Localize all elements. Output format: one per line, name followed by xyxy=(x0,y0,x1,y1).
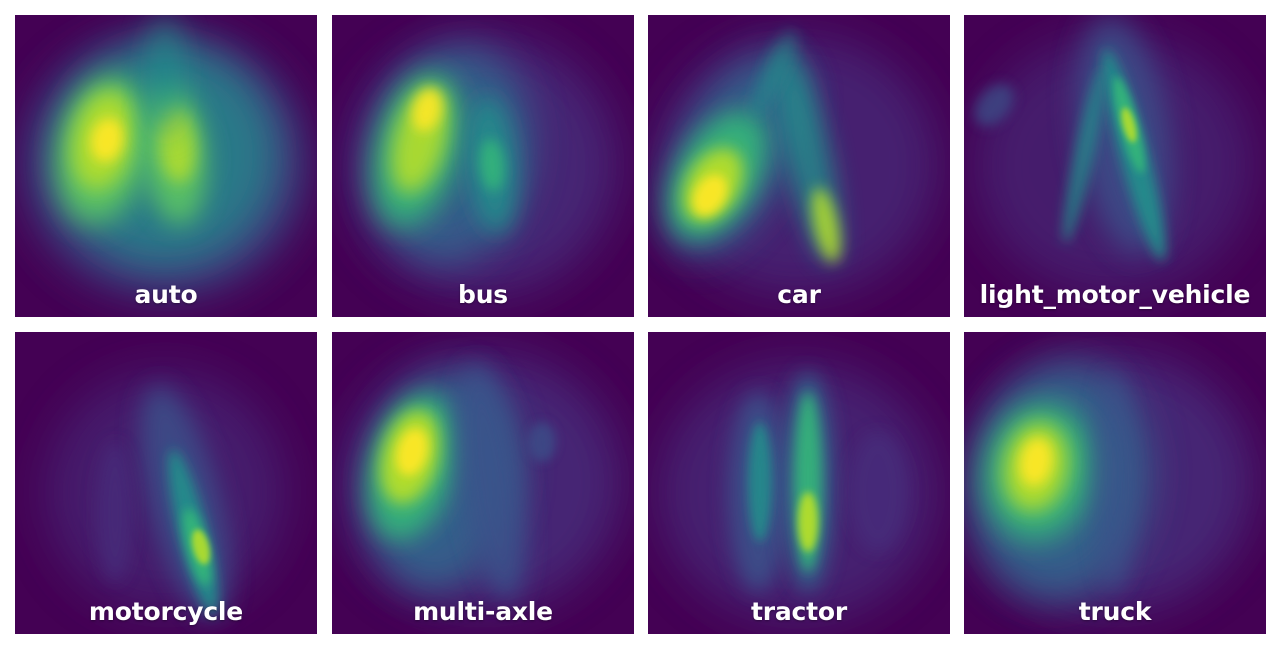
heatmap-image-light-motor-vehicle xyxy=(964,15,1266,317)
heat-region xyxy=(750,29,796,121)
heat-region xyxy=(396,428,428,476)
heat-region xyxy=(1062,66,1106,244)
panel-label-motorcycle: motorcycle xyxy=(88,597,244,626)
heat-region xyxy=(748,422,772,542)
heatmap-image-car xyxy=(648,15,950,317)
heatmap-panel-truck: truck xyxy=(964,332,1266,634)
heat-region xyxy=(811,187,841,263)
heatmap-panel-tractor: tractor xyxy=(648,332,950,634)
heat-region xyxy=(412,88,442,132)
panel-label-tractor: tractor xyxy=(750,597,848,626)
heatmap-image-bus xyxy=(332,15,634,317)
panel-label-car: car xyxy=(777,280,821,309)
heat-region xyxy=(1094,372,1134,592)
heatmap-image-tractor xyxy=(648,332,950,634)
heat-region xyxy=(192,529,210,565)
heatmap-image-truck xyxy=(964,332,1266,634)
heatmap-panel-auto: auto xyxy=(15,15,317,317)
heat-region xyxy=(528,422,556,462)
heatmap-image-auto xyxy=(15,15,317,317)
heat-region xyxy=(692,174,728,216)
heat-region xyxy=(848,432,908,552)
heat-region xyxy=(1019,438,1053,486)
panel-label-multi-axle: multi-axle xyxy=(413,597,553,626)
heatmap-panel-light-motor-vehicle: light_motor_vehicle xyxy=(964,15,1266,317)
heat-region xyxy=(97,442,133,582)
panel-label-auto: auto xyxy=(134,280,198,309)
heatmap-panel-motorcycle: motorcycle xyxy=(15,332,317,634)
panel-label-light-motor-vehicle: light_motor_vehicle xyxy=(979,280,1251,309)
panel-label-truck: truck xyxy=(1078,597,1152,626)
heat-region xyxy=(90,118,124,162)
heatmap-panel-bus: bus xyxy=(332,15,634,317)
heatmap-panel-car: car xyxy=(648,15,950,317)
heat-region xyxy=(974,83,1014,127)
panel-label-bus: bus xyxy=(458,280,508,309)
heatmap-image-multi-axle xyxy=(332,332,634,634)
heat-region xyxy=(457,363,527,601)
heat-region xyxy=(479,139,505,191)
heat-region xyxy=(1121,107,1137,143)
heat-region xyxy=(798,492,818,552)
heatmap-image-motorcycle xyxy=(15,332,317,634)
heatmap-panel-multi-axle: multi-axle xyxy=(332,332,634,634)
heat-region xyxy=(145,15,185,135)
